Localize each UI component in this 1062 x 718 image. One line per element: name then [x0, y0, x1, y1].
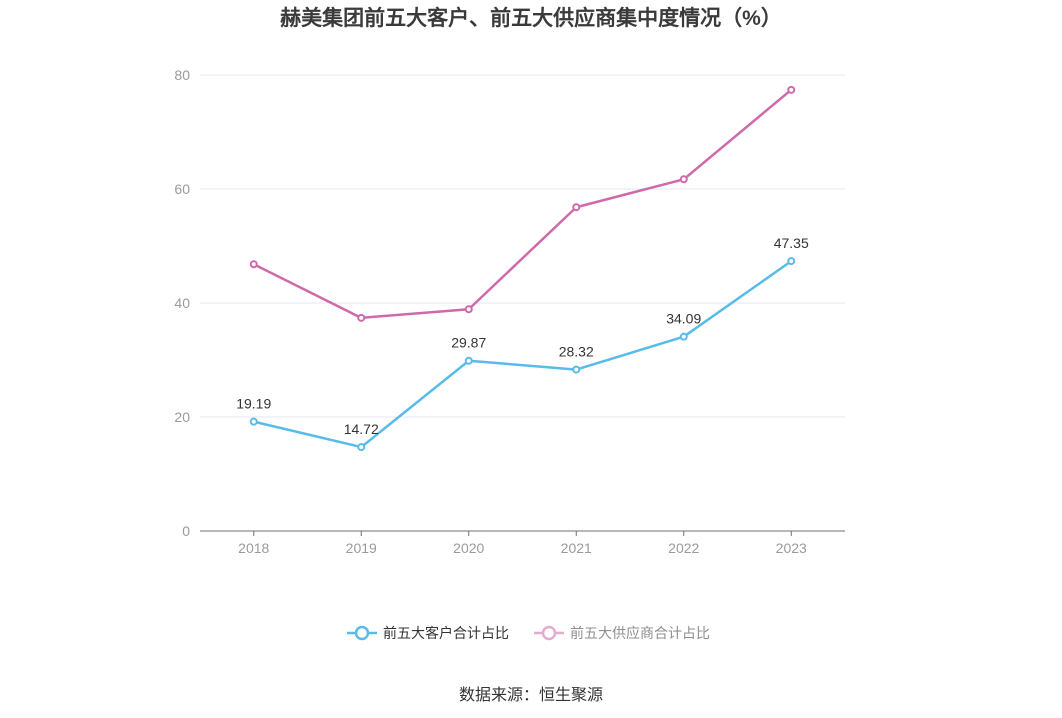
x-tick-label: 2021: [561, 540, 592, 556]
data-label: 47.35: [774, 235, 809, 251]
x-tick-label: 2023: [776, 540, 807, 556]
data-point: [787, 85, 796, 94]
chart-title: 赫美集团前五大客户、前五大供应商集中度情况（%）: [280, 6, 782, 30]
y-tick-label: 40: [174, 295, 190, 311]
x-tick-label: 2019: [346, 540, 377, 556]
legend-label: 前五大供应商合计占比: [570, 625, 710, 641]
data-point: [572, 203, 581, 212]
x-axis: 2018 2019 2020 2021 2022 2023: [200, 530, 845, 556]
x-tick-label: 2020: [453, 540, 484, 556]
series-lines: [253, 88, 793, 449]
series-points: [249, 85, 796, 452]
data-point: [572, 365, 581, 374]
data-label: 28.32: [559, 344, 594, 360]
legend-line-circle-icon: [347, 625, 377, 641]
data-point: [787, 257, 796, 266]
series-line-1: [253, 88, 793, 320]
data-label: 34.09: [666, 311, 701, 327]
data-label: 19.19: [236, 396, 271, 412]
y-tick-label: 80: [174, 67, 190, 83]
x-tick-label: 2018: [238, 540, 269, 556]
grid-lines: [200, 74, 845, 418]
legend-label: 前五大客户合计占比: [383, 625, 509, 641]
x-tick-label: 2022: [668, 540, 699, 556]
legend: 前五大客户合计占比 前五大供应商合计占比: [347, 625, 710, 641]
data-point: [357, 313, 366, 322]
legend-item-0[interactable]: 前五大客户合计占比: [347, 625, 509, 641]
data-source: 数据来源：恒生聚源: [459, 686, 603, 704]
data-point: [357, 443, 366, 452]
data-point: [464, 356, 473, 365]
data-point: [679, 175, 688, 184]
legend-item-1[interactable]: 前五大供应商合计占比: [534, 625, 710, 641]
data-point: [249, 260, 258, 269]
data-label: 29.87: [451, 335, 486, 351]
data-point: [464, 305, 473, 314]
data-labels: 19.19 14.72 29.87 28.32 34.09 47.35: [236, 235, 809, 437]
y-tick-label: 60: [174, 181, 190, 197]
data-point: [679, 332, 688, 341]
y-tick-label: 20: [174, 409, 190, 425]
series-line-0: [253, 260, 792, 449]
data-point: [249, 417, 258, 426]
y-axis: 0 20 40 60 80: [174, 67, 190, 539]
data-label: 14.72: [344, 421, 379, 437]
y-tick-label: 0: [182, 523, 190, 539]
legend-line-circle-icon: [534, 625, 564, 641]
